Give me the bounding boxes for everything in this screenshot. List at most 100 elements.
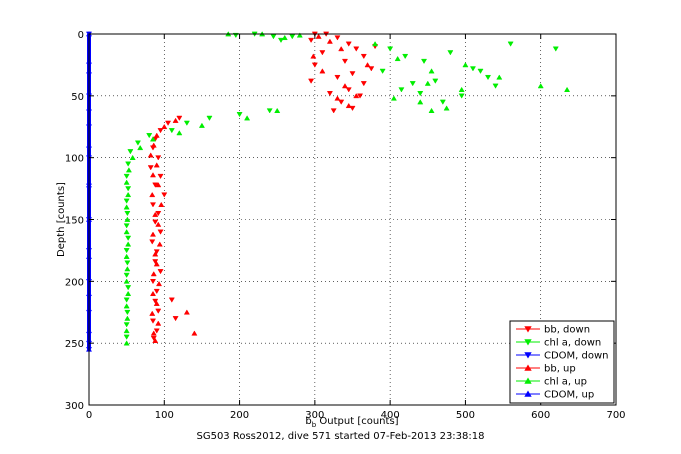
data-point xyxy=(125,167,132,173)
legend: bb, down chl a, down CDOM, down bb, up chl a… xyxy=(509,320,615,404)
data-point xyxy=(153,288,160,295)
data-point xyxy=(360,53,367,60)
data-point xyxy=(458,93,465,99)
data-point xyxy=(345,102,352,109)
legend-marker xyxy=(524,352,532,359)
data-point xyxy=(564,86,571,92)
data-point xyxy=(394,55,401,62)
data-point xyxy=(149,318,157,324)
x-axis-label: bb Output [counts] xyxy=(305,416,398,429)
data-point xyxy=(417,91,424,97)
data-point xyxy=(156,241,163,247)
data-point xyxy=(308,37,315,44)
data-point xyxy=(155,221,162,227)
data-point xyxy=(315,33,322,39)
data-point xyxy=(157,173,164,180)
data-point xyxy=(439,99,446,105)
x-tick-label: 700 xyxy=(606,410,625,421)
y-tick-label: 200 xyxy=(65,277,84,288)
data-point xyxy=(155,308,162,314)
data-point xyxy=(149,279,157,285)
legend-marker xyxy=(524,377,532,384)
x-tick-label: 100 xyxy=(155,410,174,421)
data-point xyxy=(244,115,251,121)
legend-marker xyxy=(524,390,532,397)
data-point xyxy=(172,117,179,123)
data-point xyxy=(149,172,157,178)
data-point xyxy=(153,300,160,306)
data-point xyxy=(420,58,428,65)
dive-caption: SG503 Ross2012, dive 571 started 07-Feb-… xyxy=(196,431,485,442)
data-point xyxy=(183,309,190,315)
data-point xyxy=(353,93,360,99)
data-point xyxy=(183,120,190,126)
data-point xyxy=(266,108,273,114)
data-point xyxy=(153,328,160,334)
data-point xyxy=(125,191,132,198)
data-point xyxy=(334,35,341,41)
data-point xyxy=(155,320,162,326)
data-point xyxy=(134,140,141,146)
data-point xyxy=(360,81,367,87)
data-point xyxy=(157,269,164,275)
data-point xyxy=(152,211,159,217)
data-point xyxy=(334,95,341,101)
data-point xyxy=(149,290,157,297)
data-point xyxy=(123,297,130,303)
data-point xyxy=(153,261,160,267)
data-point xyxy=(176,130,183,136)
legend-marker xyxy=(524,326,532,333)
y-tick-label: 300 xyxy=(65,401,84,412)
data-point xyxy=(172,316,179,322)
data-point xyxy=(398,87,405,93)
data-point xyxy=(537,83,544,89)
data-point xyxy=(123,327,130,334)
data-point xyxy=(123,204,130,210)
data-point xyxy=(123,334,130,340)
data-point xyxy=(353,46,360,52)
data-point xyxy=(462,62,469,68)
legend-item: bb, down xyxy=(516,325,590,336)
data-point xyxy=(149,202,157,208)
data-point xyxy=(124,210,131,217)
data-point xyxy=(428,68,435,74)
data-point xyxy=(484,74,492,81)
data-point xyxy=(236,112,243,118)
data-point xyxy=(124,260,131,266)
data-point xyxy=(161,123,168,130)
data-point xyxy=(123,223,130,229)
data-point xyxy=(123,229,130,235)
data-point xyxy=(127,149,134,155)
data-point xyxy=(507,41,514,47)
legend-label: bb, down xyxy=(544,325,590,336)
data-point xyxy=(341,83,349,89)
data-point xyxy=(409,81,416,87)
data-point xyxy=(123,198,130,204)
x-tick-label: 400 xyxy=(381,410,400,421)
series-chl-a-up xyxy=(123,31,571,346)
data-point xyxy=(165,120,172,126)
y-tick-label: 100 xyxy=(65,154,84,165)
data-point xyxy=(424,80,431,86)
x-tick-label: 500 xyxy=(456,410,475,421)
data-point xyxy=(123,303,130,309)
data-point xyxy=(379,68,386,74)
data-point xyxy=(123,272,130,278)
series-chl-a-down xyxy=(123,31,559,340)
data-point xyxy=(387,46,394,52)
data-point xyxy=(281,34,288,41)
data-point xyxy=(319,50,326,56)
data-point xyxy=(123,253,130,259)
data-point xyxy=(125,290,132,297)
legend-label: CDOM, up xyxy=(544,390,594,401)
data-point xyxy=(311,62,318,68)
data-point xyxy=(155,155,162,161)
data-point xyxy=(310,53,317,59)
data-point xyxy=(447,50,454,56)
data-point xyxy=(125,285,132,291)
data-point xyxy=(124,309,131,316)
x-tick-label: 200 xyxy=(230,410,249,421)
data-point xyxy=(146,133,153,139)
legend-label: bb, up xyxy=(544,364,576,375)
axis-ticks: 0 100 200 300 400 500 600 700 0 50 100 150 200 250 300 xyxy=(65,30,626,421)
